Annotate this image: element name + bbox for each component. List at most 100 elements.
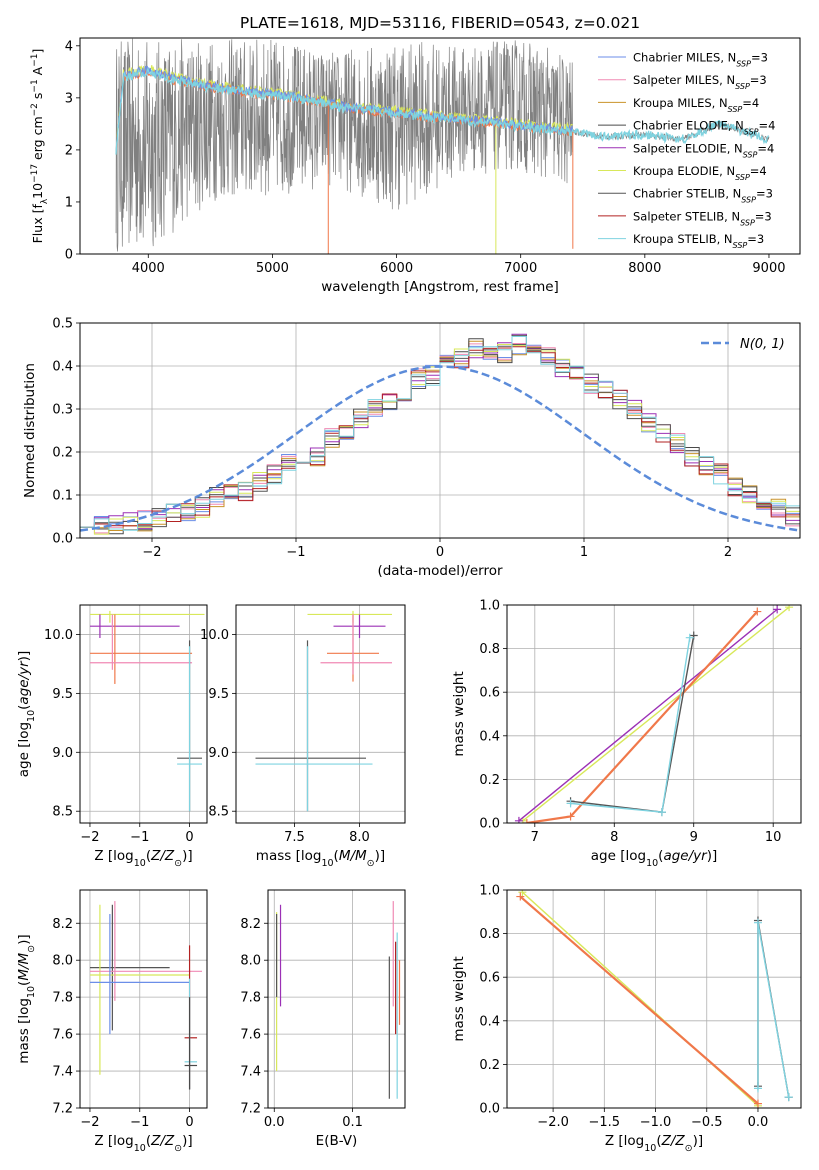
point-marker xyxy=(514,816,523,823)
y-axis-label: Flux [fλ10−17 erg cm−2 s−1 A−1] xyxy=(30,49,50,244)
series-line xyxy=(518,608,778,822)
y-tick-label: 0.1 xyxy=(52,489,73,504)
point-marker xyxy=(685,633,694,642)
series-line xyxy=(570,635,695,813)
point-marker xyxy=(516,892,525,901)
x-axis-label: Z [log10(Z/Z⊙)] xyxy=(94,848,192,869)
x-tick-label: 8.0 xyxy=(349,830,370,845)
model-spectrum xyxy=(115,66,770,155)
point-marker xyxy=(753,1099,762,1108)
plot-area xyxy=(89,901,203,1090)
x-axis-label: E(B-V) xyxy=(316,1133,358,1149)
legend-label: Kroupa MILES, NSSP=4 xyxy=(633,96,759,114)
point-marker xyxy=(657,808,666,817)
axes-frame xyxy=(79,604,208,824)
x-tick-label: 7.5 xyxy=(284,830,305,845)
y-tick-label: 9.5 xyxy=(52,687,73,702)
point-marker xyxy=(753,607,762,616)
x-axis-label: mass [log10(M/M⊙)] xyxy=(256,848,385,869)
y-tick-label: 0.6 xyxy=(479,686,500,701)
y-tick-label: 8.0 xyxy=(240,954,261,969)
y-tick-label: 1.0 xyxy=(479,599,500,614)
y-tick-label: 1.0 xyxy=(479,884,500,899)
point-marker xyxy=(753,1084,762,1093)
panel-massweight-vs-Z: −2.0 −1.5 −1.0 −0.5 0.0 0.0 0.2 0.4 0.6 0.8 1.0 Z [… xyxy=(451,884,802,1154)
histogram-step xyxy=(80,336,800,538)
x-tick-label: 0 xyxy=(185,1115,193,1130)
point-marker xyxy=(566,799,575,808)
point-marker xyxy=(773,605,782,614)
y-tick-label: 0.4 xyxy=(479,1014,500,1029)
x-axis-label: (data-model)/error xyxy=(377,563,503,579)
panel-mass-vs-Z: −2 −1 0 7.2 7.4 7.6 7.8 8.0 8.2 Z [log10(Z/Z⊙)] ma… xyxy=(16,889,208,1154)
legend-label: Kroupa STELIB, NSSP=3 xyxy=(633,232,764,250)
x-tick-label: 1 xyxy=(580,545,588,560)
x-tick-label: 7000 xyxy=(504,261,537,276)
panel-massweight-vs-age: 7 8 9 10 0.0 0.2 0.4 0.6 0.8 1.0 age [log10(age/yr… xyxy=(451,599,802,869)
legend-label: N(0, 1) xyxy=(740,337,785,352)
plot-area xyxy=(115,38,770,254)
series-line xyxy=(526,610,759,823)
y-tick-label: 0.2 xyxy=(479,773,500,788)
y-tick-label: 4 xyxy=(65,39,73,54)
legend-label: Kroupa ELODIE, NSSP=4 xyxy=(633,164,767,182)
y-tick-label: 2 xyxy=(65,143,73,158)
x-axis-label: Z [log10(Z/Z⊙)] xyxy=(94,1133,192,1154)
x-tick-label: 0.0 xyxy=(264,1115,285,1130)
x-tick-label: 0.1 xyxy=(342,1115,363,1130)
legend: Chabrier MILES, NSSP=3 Salpeter MILES, NS… xyxy=(598,51,775,250)
x-tick-label: −0.5 xyxy=(691,1115,723,1130)
x-axis-label: wavelength [Angstrom, rest frame] xyxy=(321,279,559,295)
legend-label: Chabrier MILES, NSSP=3 xyxy=(633,51,768,69)
x-tick-label: −1 xyxy=(286,545,305,560)
legend-label: Salpeter ELODIE, NSSP=4 xyxy=(633,141,774,159)
x-tick-label: −2 xyxy=(80,830,99,845)
x-tick-label: −1.0 xyxy=(640,1115,672,1130)
y-tick-label: 0 xyxy=(65,248,73,263)
point-marker xyxy=(784,1093,793,1102)
y-axis-label: mass weight xyxy=(451,671,467,756)
legend: N(0, 1) xyxy=(701,337,785,352)
x-tick-label: 0 xyxy=(436,545,444,560)
y-tick-label: 0.0 xyxy=(52,532,73,547)
x-axis-label: Z [log10(Z/Z⊙)] xyxy=(605,1133,703,1154)
y-tick-label: 7.8 xyxy=(240,991,261,1006)
x-tick-label: 7 xyxy=(531,830,539,845)
y-tick-label: 3 xyxy=(65,91,73,106)
x-axis-label: age [log10(age/yr)] xyxy=(591,848,718,869)
y-tick-label: 0.8 xyxy=(479,927,500,942)
y-axis-label: mass weight xyxy=(451,956,467,1041)
axes-frame xyxy=(79,37,801,255)
axes-frame xyxy=(267,889,406,1109)
x-tick-label: −1 xyxy=(130,830,149,845)
y-tick-label: 7.6 xyxy=(52,1028,73,1043)
axes-frame xyxy=(506,889,802,1109)
x-tick-label: −2.0 xyxy=(537,1115,569,1130)
y-tick-label: 8.5 xyxy=(208,805,229,820)
y-axis-label: mass [log10(M/M⊙)] xyxy=(16,934,37,1063)
panel-residuals: −2 −1 0 1 2 0.0 0.1 0.2 0.3 0.4 0.5 N(0, 1) (data-mo… xyxy=(22,317,801,579)
y-tick-label: 10.0 xyxy=(200,628,229,643)
x-tick-label: 6000 xyxy=(380,261,413,276)
x-tick-label: −1.5 xyxy=(589,1115,621,1130)
figure-title: PLATE=1618, MJD=53116, FIBERID=0543, z=0… xyxy=(240,14,640,32)
y-tick-label: 8.0 xyxy=(52,954,73,969)
y-axis-label: Normed distribution xyxy=(22,363,38,498)
plot-area xyxy=(276,901,401,1099)
point-marker xyxy=(785,605,794,612)
x-tick-label: 10 xyxy=(765,830,782,845)
legend-label: Chabrier STELIB, NSSP=3 xyxy=(633,187,773,205)
y-tick-label: 8.5 xyxy=(52,805,73,820)
y-tick-label: 8.2 xyxy=(52,917,73,932)
x-tick-label: 5000 xyxy=(256,261,289,276)
y-tick-label: 0.4 xyxy=(479,729,500,744)
plot-area xyxy=(516,890,793,1108)
point-marker xyxy=(566,812,575,821)
plot-area xyxy=(514,605,794,823)
axes-frame xyxy=(506,604,802,824)
x-tick-label: −2 xyxy=(80,1115,99,1130)
panel-age-vs-Z: −2 −1 0 8.5 9.0 9.5 10.0 Z [log10(Z/Z⊙)] age [lo… xyxy=(16,604,208,869)
panel-age-vs-mass: 7.5 8.0 8.5 9.0 9.5 10.0 mass [log10(M/M⊙)] xyxy=(200,604,406,869)
panel-mass-vs-ebv: 0.0 0.1 7.2 7.4 7.6 7.8 8.0 8.2 E(B-V) xyxy=(240,889,406,1149)
